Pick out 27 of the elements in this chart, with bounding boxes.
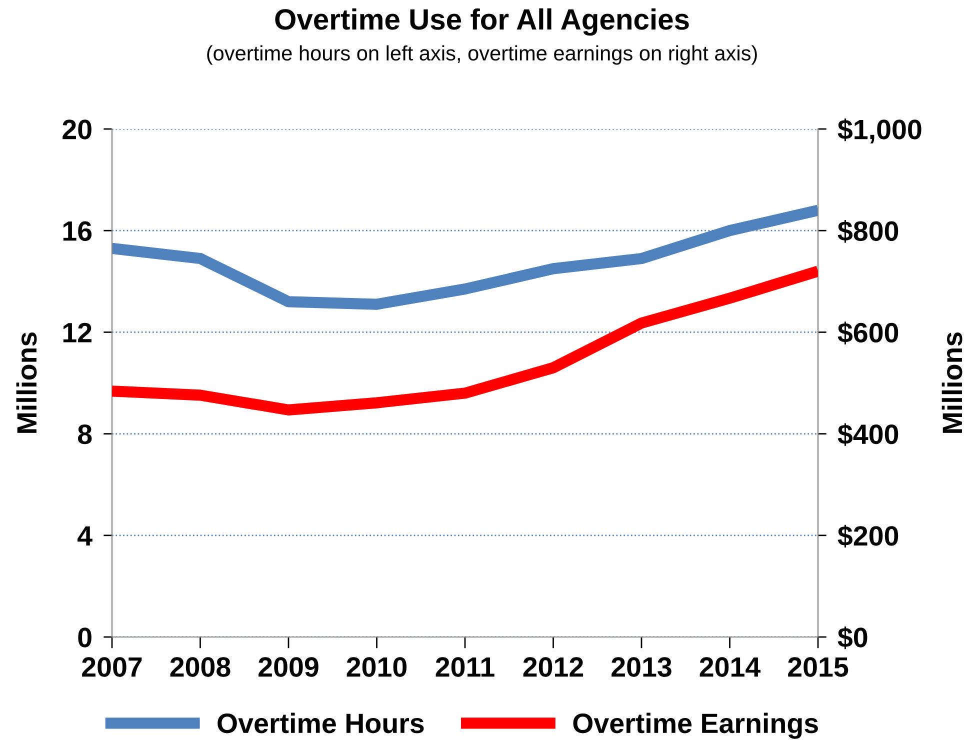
y-tick-label: 4 (78, 526, 92, 546)
y2-axis-title: Millions (942, 332, 962, 433)
x-tick-label: 2014 (700, 657, 760, 677)
y-tick-label: 8 (78, 424, 92, 444)
chart-title: Overtime Use for All Agencies (275, 8, 689, 36)
x-tick-label: 2013 (612, 657, 672, 677)
legend-label: Overtime Earnings (573, 712, 818, 739)
x-tick-label: 2008 (170, 657, 230, 677)
x-tick-label: 2009 (258, 657, 318, 677)
y-tick-label: 16 (63, 221, 92, 241)
y-axis-title: Millions (16, 332, 37, 433)
y2-tick-label: $400 (838, 423, 898, 446)
y2-tick-label: $600 (838, 322, 898, 344)
y2-tick-label: $800 (838, 220, 898, 243)
x-tick-label: 2012 (523, 657, 584, 677)
chart-subtitle: (overtime hours on left axis, overtime earnings on right axis) (207, 45, 757, 65)
legend-label: Overtime Hours (218, 712, 424, 734)
y2-tick-label: $0 (838, 626, 868, 650)
x-tick-label: 2007 (82, 657, 142, 677)
y-tick-label: 20 (62, 120, 92, 140)
y-tick-label: 12 (63, 322, 92, 342)
y2-tick-label: $200 (838, 524, 898, 548)
x-tick-label: 2011 (436, 657, 494, 677)
x-tick-label: 2015 (788, 657, 848, 677)
x-tick-label: 2010 (346, 657, 407, 677)
y-tick-label: 0 (78, 628, 92, 648)
y2-tick-label: $1,000 (838, 118, 922, 144)
